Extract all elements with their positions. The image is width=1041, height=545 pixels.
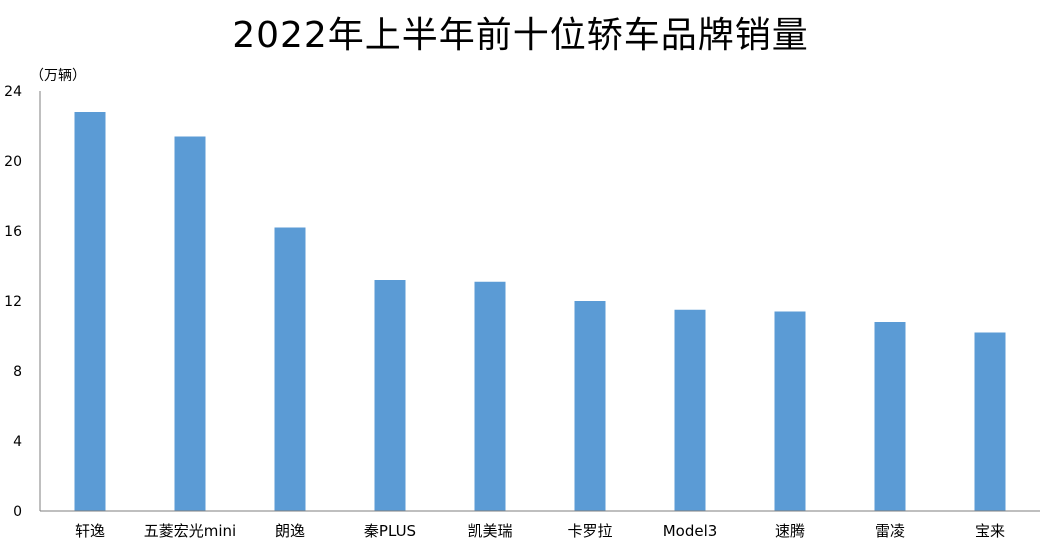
bar-3 [374, 280, 406, 511]
y-tick-label: 0 [13, 504, 22, 520]
x-category-label: 宝来 [975, 522, 1005, 540]
bar-8 [874, 322, 906, 511]
bar-7 [774, 311, 806, 511]
bar-4 [474, 281, 506, 511]
bar-5 [574, 301, 606, 511]
x-category-label: 五菱宏光mini [144, 522, 236, 540]
bars-group [74, 112, 1006, 511]
x-category-label: 秦PLUS [364, 522, 416, 540]
axes [39, 91, 1040, 512]
y-tick-label: 8 [13, 364, 22, 380]
x-category-label: 轩逸 [75, 522, 105, 540]
y-axis-ticks: 0 4 8 12 16 20 24 [4, 84, 22, 520]
x-category-label: 朗逸 [275, 522, 305, 540]
y-tick-label: 12 [4, 294, 22, 310]
x-category-label: 卡罗拉 [567, 522, 612, 540]
y-tick-label: 24 [4, 84, 22, 100]
chart-title: 2022年上半年前十位轿车品牌销量 [232, 15, 809, 56]
x-category-label: 雷凌 [875, 522, 905, 540]
y-axis-unit-label: （万辆） [30, 68, 86, 84]
x-category-label: 速腾 [775, 522, 805, 540]
x-category-label: Model3 [663, 522, 718, 540]
y-tick-label: 20 [4, 154, 22, 170]
bar-9 [974, 332, 1006, 511]
x-category-label: 凯美瑞 [467, 522, 512, 540]
y-tick-label: 16 [4, 224, 22, 240]
bar-2 [274, 227, 306, 511]
x-axis-labels: 轩逸 五菱宏光mini 朗逸 秦PLUS 凯美瑞 卡罗拉 Model3 速腾 雷凌 宝来 [75, 522, 1005, 540]
bar-1 [174, 136, 206, 511]
bar-0 [74, 112, 106, 511]
y-tick-label: 4 [13, 434, 22, 450]
bar-6 [674, 309, 706, 511]
